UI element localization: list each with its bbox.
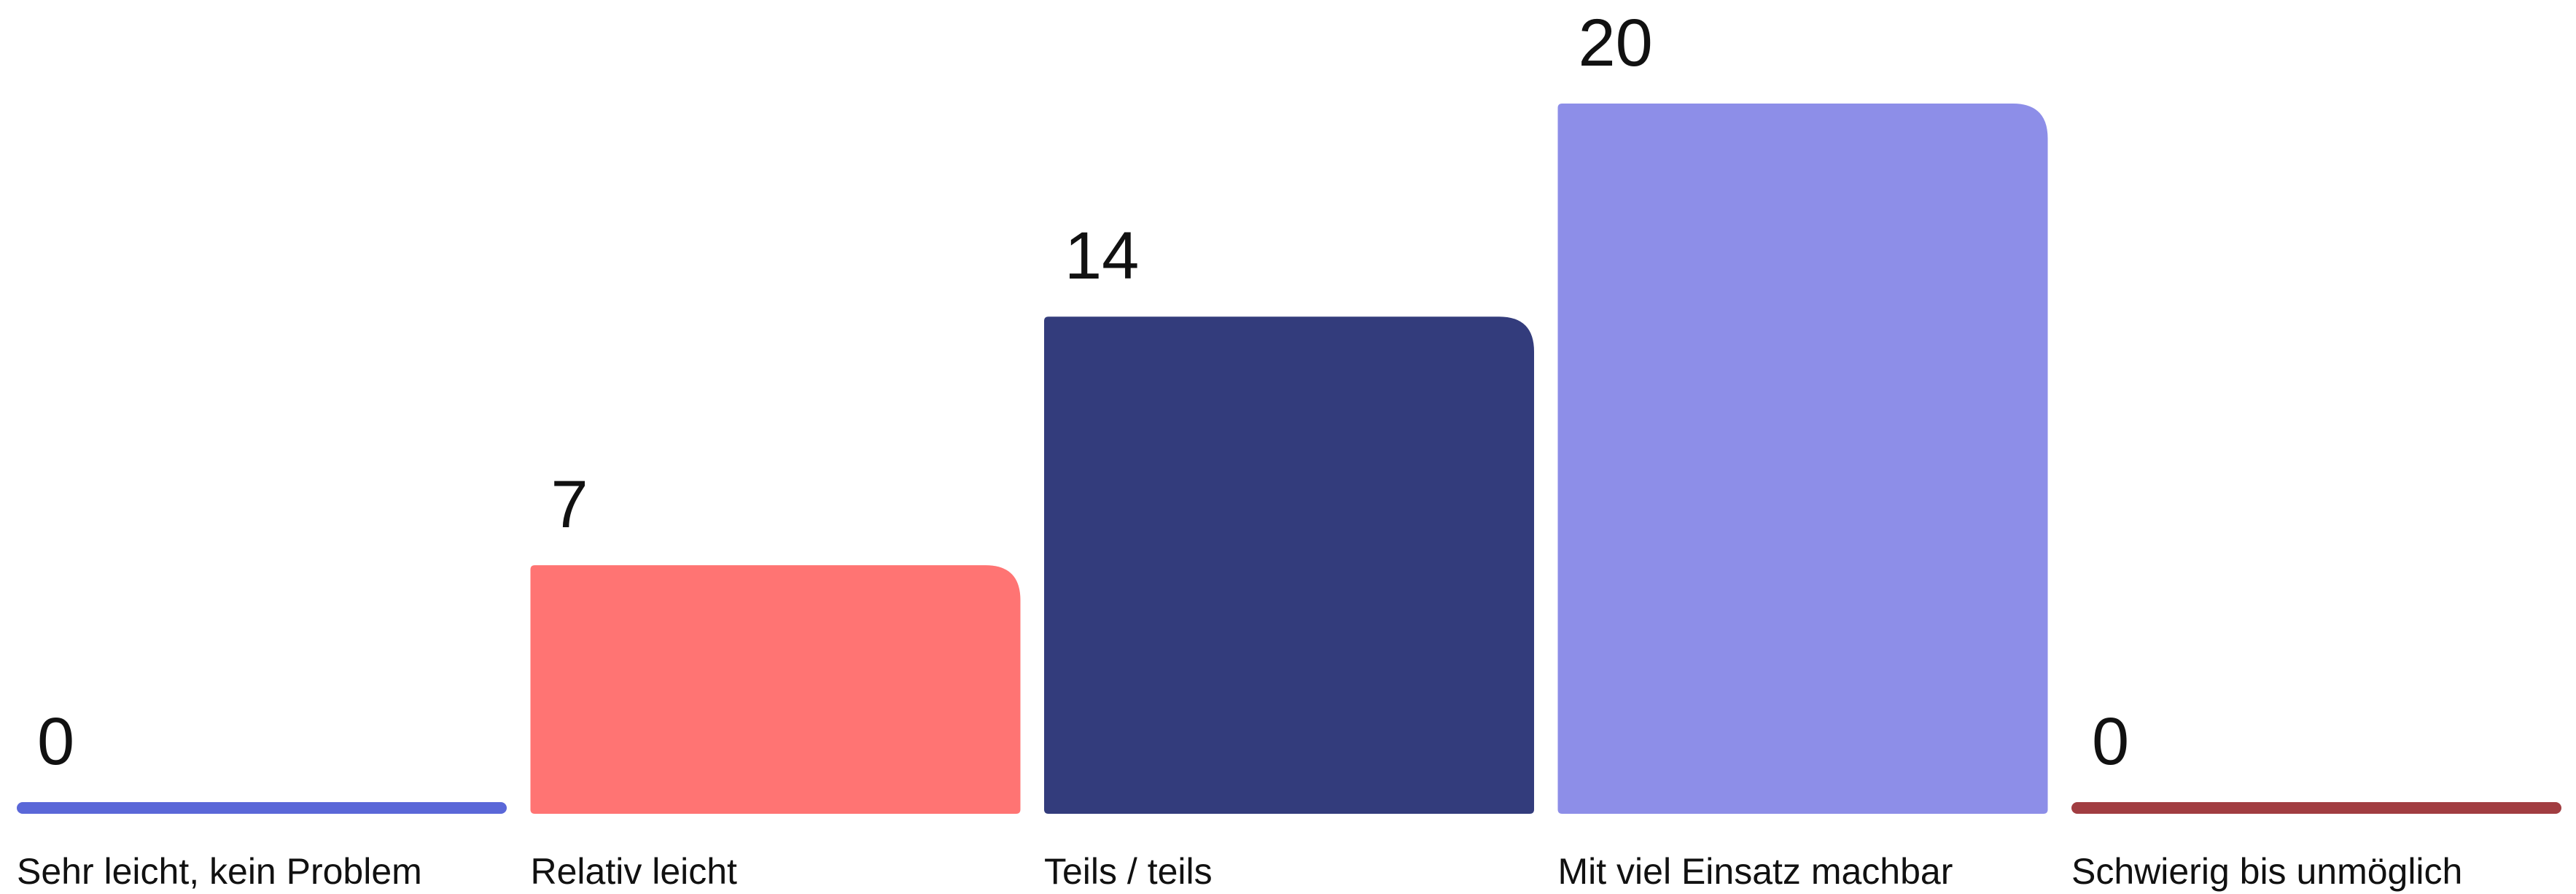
bar <box>1557 104 2048 814</box>
bar <box>17 802 507 814</box>
value-label: 0 <box>37 704 74 779</box>
bar <box>1044 316 1534 814</box>
x-tick-label: Schwierig bis unmöglich <box>2071 851 2462 892</box>
bar <box>2071 802 2561 814</box>
value-label: 14 <box>1065 219 1139 293</box>
x-tick-label: Sehr leicht, kein Problem <box>17 851 422 892</box>
x-tick-label: Teils / teils <box>1044 851 1213 892</box>
value-label: 0 <box>2092 704 2129 779</box>
bar <box>530 565 1021 814</box>
value-label: 7 <box>551 467 588 542</box>
x-tick-label: Relativ leicht <box>531 851 738 892</box>
x-tick-label: Mit viel Einsatz machbar <box>1558 851 1953 892</box>
value-label: 20 <box>1579 6 1653 80</box>
